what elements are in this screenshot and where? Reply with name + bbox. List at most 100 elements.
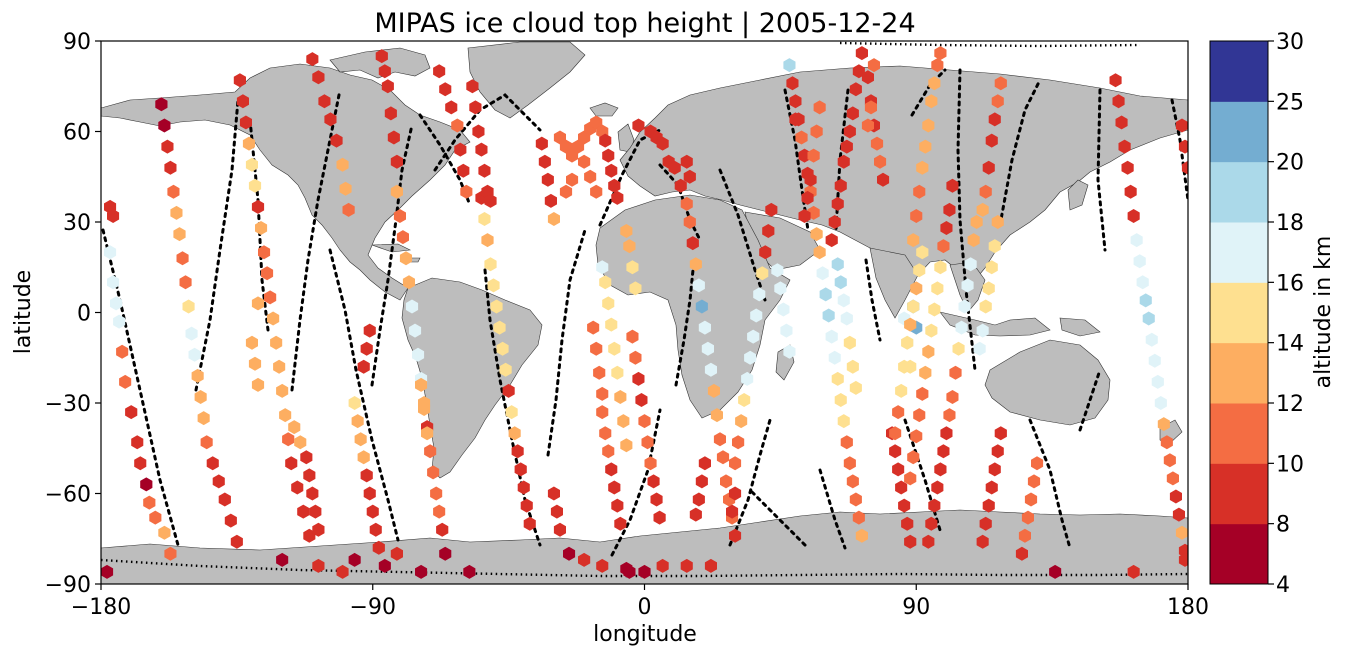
data-point — [596, 260, 609, 275]
data-point — [312, 70, 325, 85]
data-point — [716, 450, 730, 465]
data-point — [1130, 233, 1143, 248]
data-point — [602, 148, 615, 163]
data-point — [378, 558, 391, 573]
data-point — [774, 281, 787, 296]
data-point — [1015, 546, 1028, 561]
x-tick-label: −180 — [71, 595, 131, 620]
data-point — [270, 335, 283, 350]
data-point — [931, 58, 944, 73]
data-point — [650, 492, 663, 507]
data-point — [390, 154, 403, 169]
data-point — [1109, 73, 1122, 88]
colorbar-tick-label: 14 — [1276, 332, 1304, 357]
data-point — [925, 323, 938, 338]
data-point — [393, 209, 406, 223]
data-point — [889, 426, 902, 441]
data-point — [605, 462, 618, 477]
data-point — [701, 341, 714, 356]
data-point — [898, 498, 911, 513]
colorbar-tick-label: 8 — [1276, 513, 1290, 538]
data-point — [242, 136, 255, 151]
data-point — [563, 546, 576, 561]
x-tick-label: 90 — [902, 595, 930, 620]
data-point — [107, 209, 120, 223]
data-point — [369, 522, 382, 537]
data-point — [110, 296, 123, 311]
data-point — [783, 344, 796, 359]
data-point — [493, 320, 506, 335]
data-point — [312, 558, 325, 573]
data-point — [729, 486, 742, 501]
data-point — [306, 52, 319, 67]
data-point — [155, 97, 168, 112]
data-point — [415, 564, 428, 579]
data-point — [1157, 417, 1170, 432]
data-point — [415, 377, 428, 392]
data-point — [816, 266, 829, 281]
y-tick-label: −30 — [45, 392, 91, 417]
data-point — [753, 287, 766, 302]
colorbar-bin — [1210, 41, 1268, 102]
data-point — [194, 390, 207, 404]
data-point — [813, 100, 826, 115]
colorbar-tick-label: 4 — [1276, 573, 1290, 598]
data-point — [1148, 353, 1161, 368]
data-point — [979, 299, 992, 314]
data-point — [789, 94, 802, 109]
data-point — [852, 64, 865, 79]
data-point — [877, 172, 890, 187]
data-point — [991, 94, 1004, 109]
data-point — [801, 190, 814, 205]
data-point — [351, 414, 364, 429]
data-point — [439, 546, 452, 561]
data-point — [943, 408, 956, 423]
data-point — [288, 420, 301, 435]
data-point — [363, 486, 376, 501]
data-point — [946, 390, 959, 404]
data-point — [910, 281, 923, 296]
data-point — [834, 393, 847, 407]
data-point — [158, 118, 171, 133]
data-point — [279, 408, 292, 423]
data-point — [466, 79, 479, 94]
data-point — [517, 480, 530, 495]
data-point — [680, 154, 693, 169]
colorbar-bin — [1210, 161, 1268, 223]
data-point — [976, 323, 989, 338]
data-point — [928, 302, 941, 317]
data-point — [620, 438, 633, 453]
data-point — [623, 564, 636, 579]
data-point — [695, 299, 708, 314]
orbit-track — [290, 88, 342, 392]
data-point — [384, 106, 397, 121]
data-point — [396, 230, 409, 245]
data-point — [505, 405, 518, 420]
data-point — [578, 552, 591, 567]
data-point — [1160, 435, 1173, 450]
data-point — [626, 329, 639, 344]
data-point — [976, 202, 989, 217]
data-point — [297, 504, 310, 519]
data-point — [1151, 374, 1164, 389]
data-point — [251, 377, 265, 392]
x-tick-label: 0 — [638, 595, 652, 620]
data-point — [1169, 489, 1182, 504]
colorbar-tick-label: 25 — [1276, 90, 1304, 115]
data-point — [306, 486, 319, 501]
colorbar-tick-label: 12 — [1276, 392, 1304, 417]
data-point — [985, 480, 998, 495]
data-point — [1172, 507, 1185, 522]
data-point — [233, 73, 246, 88]
data-point — [617, 414, 630, 429]
data-point — [300, 450, 313, 465]
orbit-track — [728, 418, 772, 547]
data-point — [469, 100, 482, 115]
land-eurasia — [619, 65, 1188, 281]
data-point — [810, 124, 823, 139]
data-point — [982, 160, 995, 175]
data-point — [176, 251, 189, 266]
data-point — [825, 233, 838, 248]
data-point — [867, 58, 880, 73]
x-tick-label: −90 — [350, 595, 396, 620]
